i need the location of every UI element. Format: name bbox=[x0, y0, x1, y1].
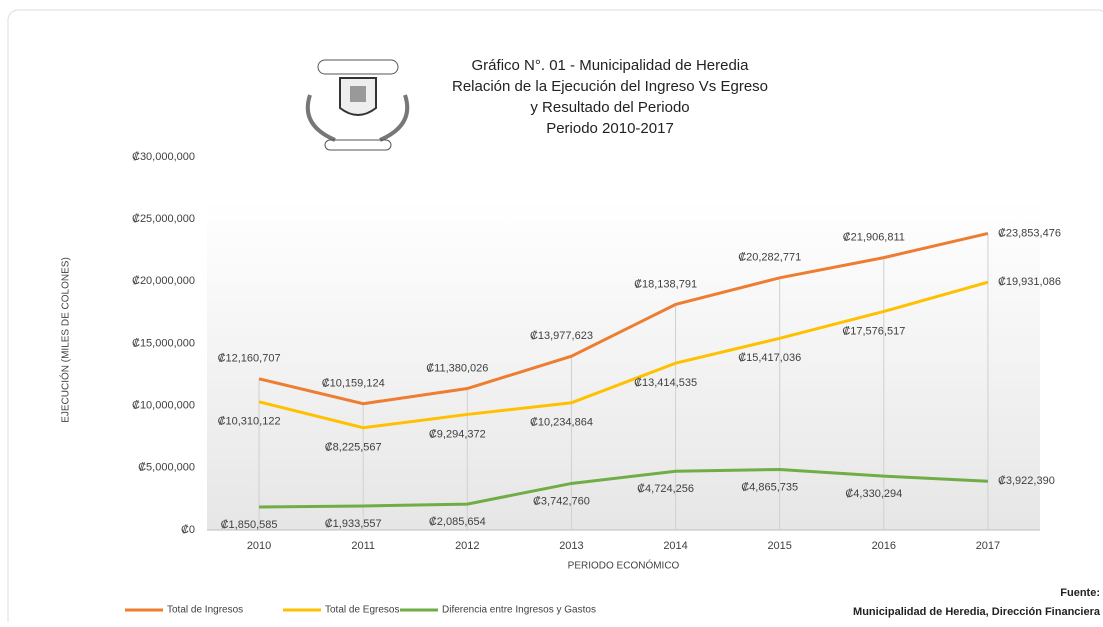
legend-label: Total de Egresos bbox=[325, 605, 400, 616]
data-label: ₡4,330,294 bbox=[845, 488, 902, 500]
x-tick-label: 2010 bbox=[247, 540, 271, 552]
data-label: ₡2,085,654 bbox=[429, 516, 486, 528]
y-tick-label: ₡5,000,000 bbox=[138, 462, 195, 474]
data-label: ₡21,906,811 bbox=[843, 232, 905, 244]
data-label: ₡13,414,535 bbox=[634, 377, 697, 389]
data-label: ₡10,310,122 bbox=[218, 416, 281, 428]
y-tick-label: ₡0 bbox=[181, 524, 195, 536]
data-label: ₡13,977,623 bbox=[530, 330, 593, 342]
x-tick-label: 2016 bbox=[872, 540, 896, 552]
y-tick-label: ₡30,000,000 bbox=[132, 151, 195, 163]
line bbox=[259, 468, 989, 509]
data-label: ₡1,933,557 bbox=[325, 518, 382, 530]
data-label: ₡8,225,567 bbox=[325, 442, 382, 454]
chart-title: y Resultado del Periodo bbox=[530, 99, 689, 116]
data-label: ₡9,294,372 bbox=[429, 428, 486, 440]
chart-title: Gráfico N°. 01 - Municipalidad de Heredi… bbox=[472, 57, 750, 74]
x-tick-label: 2011 bbox=[351, 540, 375, 552]
chart-title: Relación de la Ejecución del Ingreso Vs … bbox=[452, 78, 768, 95]
data-label: ₡3,922,390 bbox=[998, 475, 1055, 487]
data-label: ₡4,865,735 bbox=[741, 481, 798, 493]
data-label: ₡17,576,517 bbox=[842, 325, 905, 337]
data-label: ₡19,931,086 bbox=[998, 276, 1061, 288]
data-label: ₡1,850,585 bbox=[221, 519, 278, 531]
data-label: ₡23,853,476 bbox=[998, 227, 1061, 239]
chart-title: Periodo 2010-2017 bbox=[546, 120, 674, 137]
y-tick-label: ₡15,000,000 bbox=[132, 337, 195, 349]
source: Fuente: bbox=[1060, 587, 1100, 599]
emblem bbox=[305, 59, 410, 151]
x-tick-label: 2013 bbox=[559, 540, 583, 552]
frame bbox=[7, 9, 1103, 627]
legend-label: Total de Ingresos bbox=[167, 605, 243, 616]
legend-label: Diferencia entre Ingresos y Gastos bbox=[442, 605, 596, 616]
data-label: ₡4,724,256 bbox=[637, 483, 694, 495]
line bbox=[258, 231, 989, 406]
data-label: ₡10,159,124 bbox=[322, 378, 385, 390]
line bbox=[258, 280, 989, 430]
data-label: ₡15,417,036 bbox=[738, 352, 801, 364]
data-label: ₡10,234,864 bbox=[530, 417, 593, 429]
y-tick-label: ₡10,000,000 bbox=[132, 400, 195, 412]
x-tick-label: 2012 bbox=[455, 540, 479, 552]
data-label: ₡11,380,026 bbox=[426, 362, 488, 374]
x-axis-label: PERIODO ECONÓMICO bbox=[568, 559, 680, 572]
source: Municipalidad de Heredia, Dirección Fina… bbox=[853, 606, 1101, 618]
data-label: ₡20,282,771 bbox=[738, 252, 801, 264]
y-tick-label: ₡20,000,000 bbox=[132, 275, 195, 287]
data-label: ₡18,138,791 bbox=[634, 278, 697, 290]
y-tick-label: ₡25,000,000 bbox=[132, 213, 195, 225]
x-tick-label: 2017 bbox=[976, 540, 1000, 552]
data-label: ₡3,742,760 bbox=[533, 495, 590, 507]
data-label: ₡12,160,707 bbox=[218, 353, 281, 365]
x-tick-label: 2014 bbox=[663, 540, 687, 552]
x-tick-label: 2015 bbox=[767, 540, 791, 552]
y-axis-label: EJECUCIÓN (MILES DE COLONES) bbox=[59, 257, 72, 423]
